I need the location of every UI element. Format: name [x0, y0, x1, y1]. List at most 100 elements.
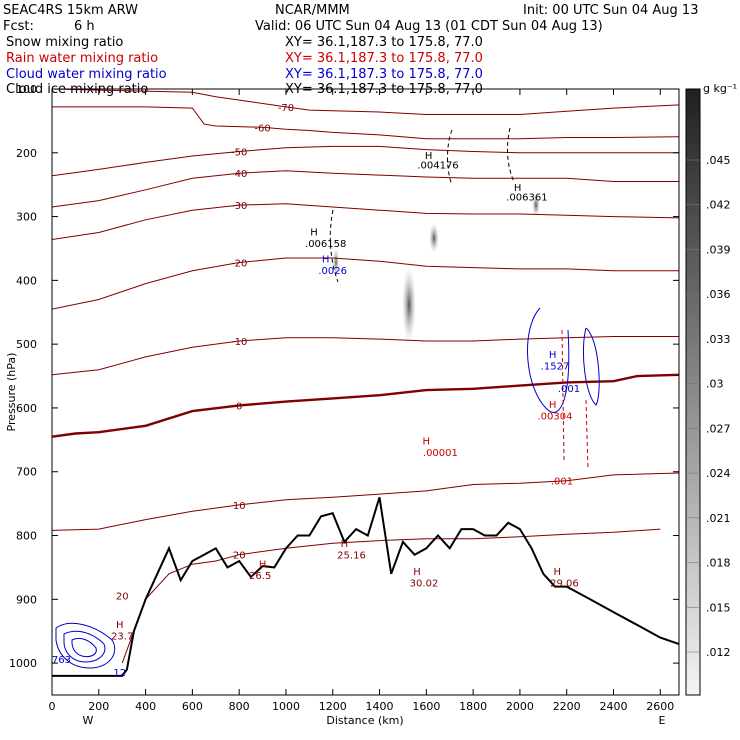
field-annotation: .0026 — [318, 266, 347, 277]
field-annotation: H — [425, 151, 433, 162]
y-axis-label: Pressure (hPa) — [5, 353, 18, 432]
field-annotation: 29.06 — [550, 579, 579, 590]
field-annotation: .006361 — [506, 193, 547, 204]
hydrometeor-contours — [55, 127, 600, 669]
cloud-ice-contour-3 — [329, 209, 339, 283]
y-tick-label: 500 — [16, 338, 37, 351]
field-annotation: 26.5 — [249, 571, 271, 582]
field-annotation: H — [413, 567, 421, 578]
cloud-water-contour-2 — [582, 327, 600, 406]
field-xy-snow: XY= 36.1,187.3 to 175.8, 77.0 — [285, 35, 483, 50]
x-tick-label: 2400 — [599, 700, 627, 713]
snow-shade-2 — [429, 223, 439, 253]
temperature-contour--70 — [52, 89, 679, 115]
x-tick-label: 200 — [88, 700, 109, 713]
temperature-contour-10 — [52, 472, 679, 531]
temperature-contour--40 — [52, 170, 679, 208]
field-annotation: .00304 — [538, 411, 573, 422]
field-annotation: H — [341, 539, 349, 550]
temperature-contour-label: -50 — [231, 148, 247, 159]
colorbar-label: .03 — [706, 378, 724, 391]
rain-contour-2 — [585, 399, 589, 471]
field-name-rain: Rain water mixing ratio — [6, 51, 158, 66]
colorbar-label: .042 — [706, 199, 731, 212]
y-tick-label: 800 — [16, 530, 37, 543]
snow-shading — [333, 193, 540, 343]
field-annotation: .001 — [551, 477, 573, 488]
y-tick-label: 1000 — [9, 657, 37, 670]
temperature-contour-label: -30 — [231, 201, 247, 212]
field-annotation: H — [423, 436, 431, 447]
field-annotation: H — [549, 400, 557, 411]
temperature-contour-0 — [52, 373, 679, 438]
temperature-contour-label: -40 — [231, 169, 247, 180]
field-annotation: .006158 — [305, 239, 346, 250]
y-tick-label: 700 — [16, 466, 37, 479]
temperature-contour--20 — [52, 257, 679, 310]
temperature-contour-label: -20 — [231, 259, 247, 270]
temperature-contour-label: 0 — [236, 401, 242, 412]
x-tick-label: 2200 — [553, 700, 581, 713]
field-name-cloud-water: Cloud water mixing ratio — [6, 67, 167, 82]
field-annotation: H — [259, 559, 267, 570]
temperature-contour--10 — [52, 336, 679, 376]
fcst-value: 6 h — [74, 19, 95, 34]
colorbar-label: .024 — [706, 467, 731, 480]
temperature-contour-label: 20 — [233, 551, 246, 562]
init-time: Init: 00 UTC Sun 04 Aug 13 — [523, 3, 698, 18]
field-name-snow: Snow mixing ratio — [6, 35, 123, 50]
model-title: SEAC4RS 15km ARW — [3, 3, 138, 18]
x-tick-label: 600 — [182, 700, 203, 713]
snow-shade-1 — [402, 267, 416, 343]
temperature-contour-label: -60 — [254, 123, 270, 134]
x-tick-label: 2000 — [506, 700, 534, 713]
x-tick-label: 1200 — [319, 700, 347, 713]
y-tick-label: 200 — [16, 147, 37, 160]
terrain-line — [52, 497, 679, 677]
x-tick-label: 400 — [135, 700, 156, 713]
temperature-contour-label: 10 — [233, 501, 246, 512]
colorbar-label: .045 — [706, 154, 731, 167]
snow-shade-3 — [532, 193, 540, 217]
fcst-label: Fcst: — [3, 19, 34, 34]
x-tick-label: 1400 — [366, 700, 394, 713]
temperature-contour--60 — [52, 106, 679, 140]
x-tick-label: 800 — [229, 700, 250, 713]
field-annotation: 30.02 — [410, 579, 439, 590]
endpoint-left: W — [83, 714, 94, 727]
y-tick-label: 400 — [16, 274, 37, 287]
cloud-water-contour-1 — [527, 307, 570, 413]
field-annotation: 23.7 — [111, 632, 133, 643]
colorbar-unit: g kg⁻¹ — [703, 82, 737, 95]
valid-time: Valid: 06 UTC Sun 04 Aug 13 (01 CDT Sun … — [255, 19, 603, 34]
colorbar-label: .018 — [706, 557, 731, 570]
cloud-ice-contour-2 — [506, 127, 515, 183]
x-tick-label: 0 — [49, 700, 56, 713]
field-annotation: H — [322, 255, 330, 266]
y-tick-label: 600 — [16, 402, 37, 415]
colorbar-label: .033 — [706, 333, 731, 346]
temperature-contour--30 — [52, 203, 679, 240]
field-annotation: .004176 — [417, 161, 458, 172]
field-annotation: 12 — [113, 668, 126, 679]
field-annotation: H — [554, 567, 562, 578]
endpoint-right: E — [659, 714, 666, 727]
colorbar-label: .012 — [706, 646, 731, 659]
field-annotation: .00001 — [423, 448, 458, 459]
temperature-contour-20 — [121, 528, 661, 664]
field-annotation: H — [549, 350, 557, 361]
field-annotation: H — [310, 228, 318, 239]
colorbar-label: .039 — [706, 243, 731, 256]
x-tick-label: 1000 — [272, 700, 300, 713]
temperature-contour-label: -10 — [231, 337, 247, 348]
x-tick-label: 1800 — [459, 700, 487, 713]
cloud-water-contour-5 — [71, 637, 97, 658]
colorbar-label: .021 — [706, 512, 731, 525]
field-xy-cloud-water: XY= 36.1,187.3 to 175.8, 77.0 — [285, 67, 483, 82]
field-annotation: .1527 — [541, 362, 570, 373]
field-annotation: 20 — [116, 591, 129, 602]
field-annotation: 25.16 — [337, 551, 366, 562]
colorbar-label: .027 — [706, 422, 731, 435]
temperature-contour--50 — [52, 145, 679, 177]
